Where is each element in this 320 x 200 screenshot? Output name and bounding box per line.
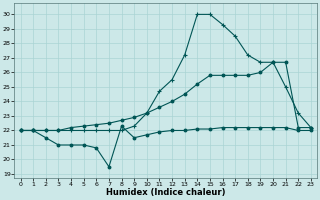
X-axis label: Humidex (Indice chaleur): Humidex (Indice chaleur) — [106, 188, 226, 197]
